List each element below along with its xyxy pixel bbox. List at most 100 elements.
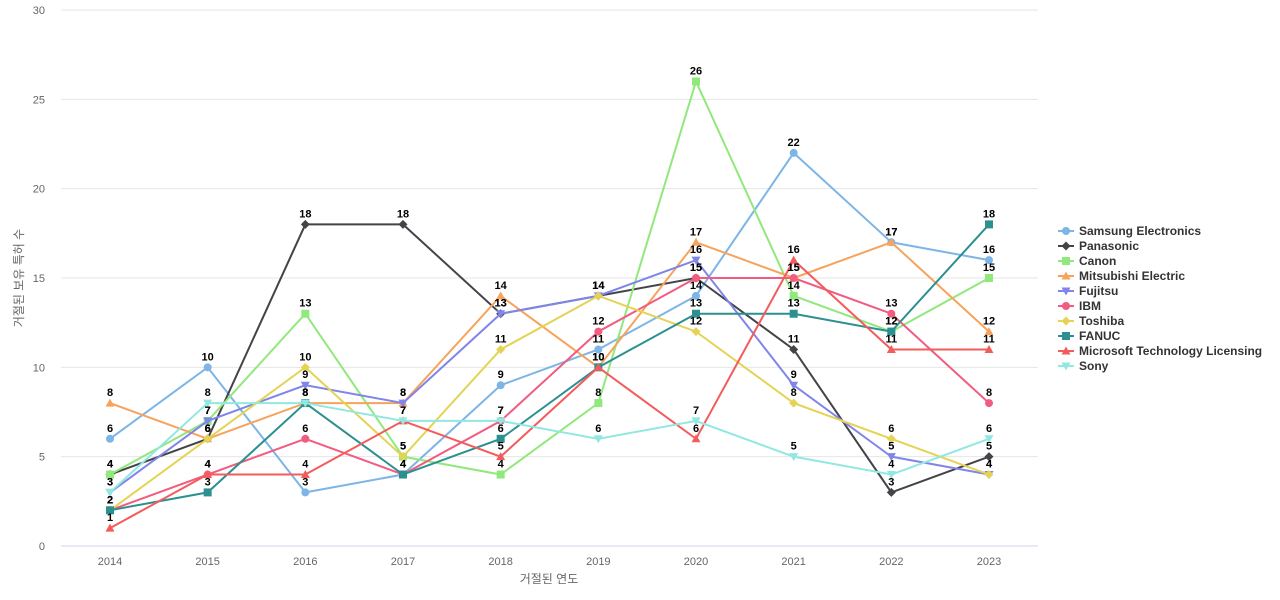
data-label: 2 [107, 494, 113, 506]
data-point [105, 398, 115, 407]
legend-item[interactable]: Microsoft Technology Licensing [1058, 344, 1262, 358]
data-point [496, 381, 505, 390]
data-label: 16 [690, 244, 702, 256]
data-point [398, 417, 408, 426]
data-point [692, 77, 700, 86]
data-point [789, 398, 799, 408]
legend-item[interactable]: Fujitsu [1058, 284, 1118, 298]
legend-label: Samsung Electronics [1079, 224, 1201, 238]
data-point [594, 345, 603, 354]
legend-item[interactable]: IBM [1058, 299, 1101, 313]
data-label: 4 [400, 459, 407, 471]
data-point [691, 256, 701, 265]
data-label: 15 [690, 262, 702, 274]
data-label: 15 [690, 262, 702, 274]
legend-item[interactable]: Samsung Electronics [1058, 224, 1201, 238]
legend-item[interactable]: Toshiba [1058, 314, 1124, 328]
data-point [691, 327, 701, 337]
data-point [789, 453, 799, 462]
series-line [109, 258, 989, 530]
data-point [593, 291, 603, 301]
x-tick-label: 2014 [98, 556, 122, 568]
series-microsoft-technology-licensing [105, 255, 994, 532]
data-point [985, 256, 993, 265]
data-label: 4 [400, 459, 407, 471]
data-label: 7 [498, 405, 504, 417]
data-label: 5 [400, 441, 406, 453]
data-label: 6 [693, 423, 699, 435]
y-tick-label: 25 [33, 94, 45, 106]
x-tick-label: 2023 [977, 556, 1001, 568]
data-point [886, 237, 896, 246]
data-label: 3 [205, 476, 211, 488]
x-tick-label: 2016 [293, 556, 317, 568]
data-label: 14 [592, 280, 605, 292]
data-label: 8 [400, 387, 406, 399]
x-tick-label: 2021 [781, 556, 805, 568]
series-line [109, 223, 990, 494]
data-label: 4 [205, 459, 212, 471]
data-label: 3 [302, 476, 308, 488]
data-label: 11 [495, 333, 507, 345]
series-panasonic [105, 219, 994, 497]
data-label: 15 [983, 262, 995, 274]
legend-marker [1061, 346, 1071, 355]
data-label: 6 [986, 423, 992, 435]
x-tick-label: 2019 [586, 556, 610, 568]
x-axis-ticks: 2014 2015 2016 2017 2018 2019 2020 2021 2022 2023 [61, 545, 1038, 568]
data-label: 12 [885, 316, 897, 328]
data-label: 26 [690, 65, 702, 77]
data-label: 5 [986, 441, 992, 453]
data-point [300, 399, 310, 408]
data-point [886, 344, 896, 353]
data-label: 7 [498, 405, 504, 417]
legend-item[interactable]: Mitsubishi Electric [1058, 269, 1185, 283]
legend-item[interactable]: Panasonic [1058, 239, 1139, 253]
data-point [985, 399, 993, 408]
data-point [887, 327, 896, 336]
legend-label: IBM [1079, 299, 1101, 313]
data-point [789, 381, 799, 390]
y-axis-label: 거절된 보유 특허 수 [12, 229, 26, 327]
legend-item[interactable]: FANUC [1058, 329, 1121, 343]
data-label: 4 [986, 459, 993, 471]
data-point [984, 470, 994, 480]
data-label: 1 [107, 512, 113, 524]
y-tick-label: 10 [33, 362, 45, 374]
legend-marker [1061, 271, 1071, 280]
data-label: 8 [791, 387, 797, 399]
data-label: 6 [205, 423, 211, 435]
series-lines [105, 77, 994, 532]
legend-label: Sony [1079, 359, 1109, 373]
series-line [109, 402, 990, 494]
data-point [984, 435, 994, 444]
data-point [593, 435, 603, 444]
data-point [886, 471, 896, 480]
legend-label: Canon [1079, 254, 1116, 268]
data-point [496, 417, 506, 426]
data-label: 8 [400, 387, 406, 399]
legend-marker [1062, 227, 1070, 235]
data-point [692, 309, 700, 318]
legend-item[interactable]: Sony [1058, 359, 1109, 373]
data-label: 8 [205, 387, 211, 399]
data-point [594, 399, 603, 408]
data-label: 7 [205, 405, 211, 417]
data-label: 7 [693, 405, 699, 417]
data-point [985, 220, 993, 229]
data-point [886, 453, 896, 462]
data-point [398, 399, 408, 408]
data-point [300, 219, 310, 229]
series-line [109, 78, 990, 476]
data-label: 10 [592, 351, 604, 363]
x-tick-label: 2022 [879, 556, 903, 568]
legend-item[interactable]: Canon [1058, 254, 1116, 268]
data-point [691, 237, 701, 246]
legend-label: Toshiba [1079, 314, 1124, 328]
data-point [887, 309, 896, 318]
data-label: 10 [299, 351, 311, 363]
data-point [789, 309, 798, 318]
data-point [106, 434, 114, 443]
legend-marker [1061, 241, 1071, 251]
data-label: 6 [107, 423, 113, 435]
